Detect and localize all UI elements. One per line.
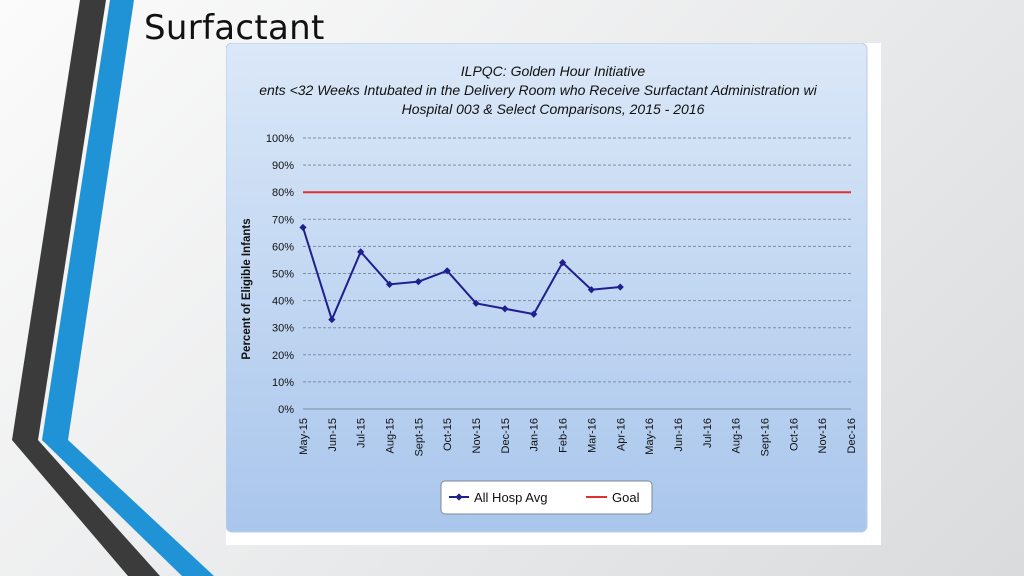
dark-stripe-lower <box>12 440 160 576</box>
y-axis-ticks: 0% 10% 20% 30% 40% 50% 60% 70% 80% 90% 100% <box>266 133 294 416</box>
x-tick-label: Dec-16 <box>846 418 858 453</box>
chart-background-panel <box>226 43 868 533</box>
x-tick-label: Apr-16 <box>615 418 627 451</box>
y-tick-label: 100% <box>266 133 294 145</box>
x-tick-label: Jul-15 <box>356 418 368 448</box>
legend: All Hosp Avg Goal <box>440 480 653 515</box>
blue-stripe-upper <box>42 0 134 440</box>
x-tick-label: Oct-15 <box>442 418 454 451</box>
y-tick-label: 20% <box>272 350 294 362</box>
x-tick-label: May-15 <box>298 418 310 455</box>
x-tick-label: Mar-16 <box>586 418 598 453</box>
all-hosp-avg-series-line <box>302 227 621 323</box>
data-point-marker <box>357 248 365 256</box>
line-chart: ILPQC: Golden Hour Initiative ents <32 We… <box>226 43 868 533</box>
chart-title-line: ILPQC: Golden Hour Initiative <box>461 63 646 79</box>
data-point-marker <box>501 305 509 313</box>
y-tick-label: 60% <box>272 241 294 253</box>
y-tick-label: 30% <box>272 323 294 335</box>
y-tick-label: 10% <box>272 377 294 389</box>
y-tick-label: 80% <box>272 187 294 199</box>
y-tick-label: 0% <box>278 404 294 416</box>
data-point-marker <box>299 223 307 232</box>
y-tick-label: 70% <box>272 214 294 226</box>
y-tick-label: 50% <box>272 269 294 281</box>
legend-marker-all-hosp-avg <box>455 493 463 501</box>
x-tick-label: Jun-16 <box>673 418 685 452</box>
legend-box <box>440 480 653 515</box>
x-tick-label: Nov-15 <box>471 418 483 453</box>
data-point-marker <box>328 315 336 324</box>
y-axis-label: Percent of Eligible Infants <box>241 218 253 359</box>
chart-title-line: Hospital 003 & Select Comparisons, 2015 … <box>402 101 705 117</box>
y-tick-label: 90% <box>272 160 294 172</box>
x-tick-label: May-16 <box>644 418 656 455</box>
dark-stripe-upper <box>12 0 106 440</box>
data-point-marker <box>414 278 422 286</box>
data-point-marker <box>616 283 624 291</box>
legend-label-all-hosp-avg: All Hosp Avg <box>474 490 547 505</box>
chart-frame: ILPQC: Golden Hour Initiative ents <32 We… <box>226 43 881 545</box>
x-tick-label: Feb-16 <box>558 418 570 453</box>
y-tick-label: 40% <box>272 296 294 308</box>
chart-title-line: ents <32 Weeks Intubated in the Delivery… <box>259 82 817 98</box>
data-point-marker <box>530 310 538 318</box>
x-tick-label: Jul-16 <box>702 418 714 448</box>
data-point-marker <box>558 259 567 267</box>
x-tick-label: Sept-16 <box>759 418 771 457</box>
chart-title: ILPQC: Golden Hour Initiative ents <32 We… <box>259 63 817 117</box>
x-tick-label: Nov-16 <box>817 418 829 453</box>
x-tick-label: Dec-15 <box>500 418 512 453</box>
data-point-marker <box>587 286 596 294</box>
slide-title: Surfactant <box>144 8 325 48</box>
legend-label-goal: Goal <box>612 490 640 505</box>
x-tick-label: Aug-15 <box>385 418 397 453</box>
x-tick-label: Jan-16 <box>529 418 541 452</box>
x-tick-label: Jun-15 <box>327 418 339 452</box>
x-tick-label: Sept-15 <box>413 418 425 457</box>
x-tick-label: Aug-16 <box>731 418 743 453</box>
blue-stripe-lower <box>42 440 214 576</box>
x-tick-label: Oct-16 <box>788 418 800 451</box>
x-axis-ticks: May-15 Jun-15 Jul-15 Aug-15 Sept-15 Oct-15 Nov… <box>298 418 858 457</box>
